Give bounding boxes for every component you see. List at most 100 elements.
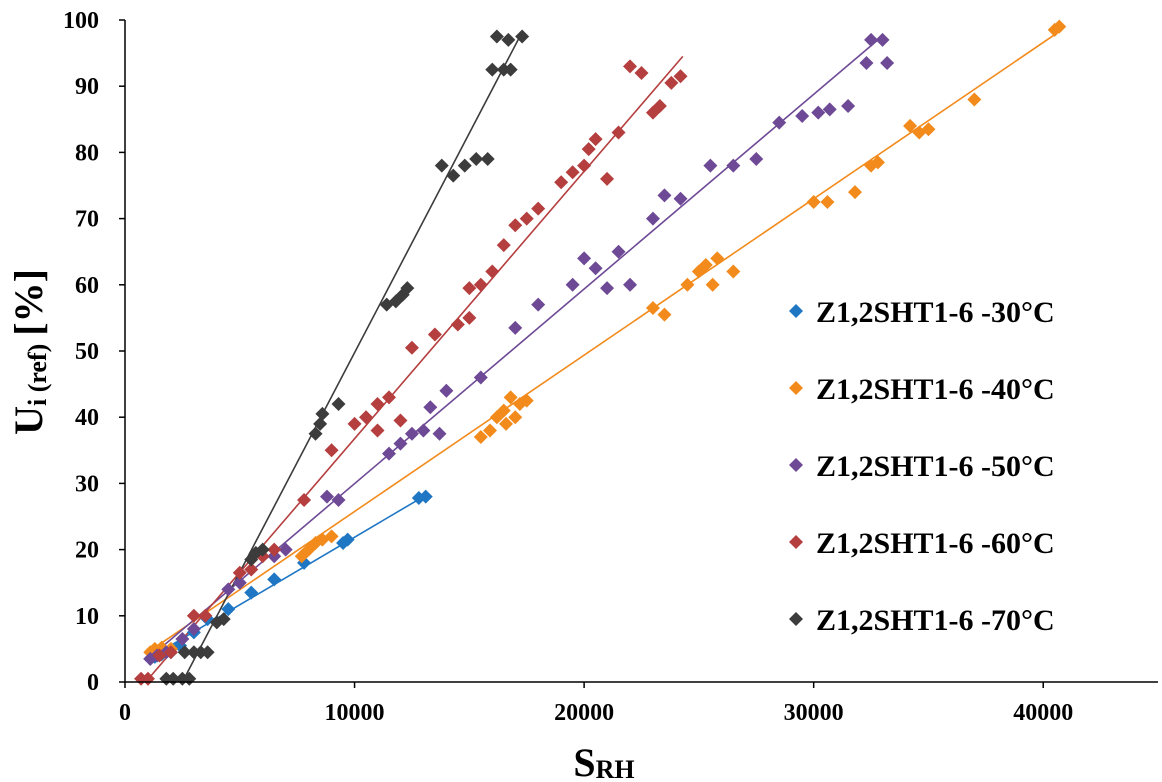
data-point-series-3: [811, 105, 826, 120]
legend-label: Z1,2SHT1-6 -60°C: [816, 527, 1055, 560]
data-point-series-4: [623, 59, 638, 74]
data-point-series-4: [588, 132, 603, 147]
data-points: [134, 19, 1067, 686]
data-point-series-4: [244, 562, 259, 577]
data-point-series-4: [186, 608, 201, 623]
ticks: 0 10 20 30 40 50 60 70 80 90 100 0 10000 20000 30000 40…: [63, 8, 1073, 726]
data-point-series-2: [508, 410, 523, 425]
y-axis-title: Ui (ref)[%]: [6, 269, 52, 435]
data-point-series-3: [232, 575, 247, 590]
data-point-series-2: [820, 195, 835, 210]
y-tick-label: 30: [75, 471, 99, 497]
legend-marker-series-3: [789, 458, 803, 472]
data-point-series-2: [657, 307, 672, 322]
data-point-series-3: [749, 152, 764, 167]
data-point-series-4: [370, 396, 385, 411]
data-point-series-4: [554, 175, 569, 190]
data-point-series-4: [450, 317, 465, 332]
data-point-series-3: [331, 492, 346, 507]
data-point-series-3: [864, 32, 879, 47]
legend-marker-series-1: [789, 304, 803, 318]
x-tick-label: 30000: [784, 700, 844, 726]
data-point-series-5: [248, 545, 263, 560]
data-point-series-4: [611, 125, 626, 140]
y-tick-label: 90: [75, 74, 99, 100]
data-point-series-2: [1052, 19, 1067, 34]
legend-label: Z1,2SHT1-6 -50°C: [816, 450, 1055, 483]
y-tick-label: 40: [75, 405, 99, 431]
data-point-series-3: [795, 108, 810, 123]
data-point-series-2: [503, 390, 518, 405]
data-point-series-5: [469, 152, 484, 167]
data-point-series-4: [152, 648, 167, 663]
trend-line-series-4: [145, 55, 684, 683]
data-point-series-2: [705, 277, 720, 292]
data-point-series-4: [508, 218, 523, 233]
data-point-series-3: [175, 631, 190, 646]
data-point-series-4: [267, 542, 282, 557]
data-point-series-4: [652, 99, 667, 114]
y-tick-label: 60: [75, 273, 99, 299]
data-point-series-5: [434, 158, 449, 173]
legend-label: Z1,2SHT1-6 -70°C: [816, 604, 1055, 637]
data-point-series-4: [531, 201, 546, 216]
data-point-series-4: [198, 608, 213, 623]
data-point-series-3: [186, 622, 201, 637]
data-point-series-5: [501, 32, 516, 47]
data-point-series-4: [427, 327, 442, 342]
data-point-series-5: [177, 645, 192, 660]
data-point-series-4: [359, 410, 374, 425]
data-point-series-3: [473, 370, 488, 385]
data-point-series-2: [921, 122, 936, 137]
data-point-series-4: [673, 69, 688, 84]
data-point-series-4: [393, 413, 408, 428]
x-tick-label: 40000: [1013, 700, 1073, 726]
data-point-series-2: [519, 393, 534, 408]
data-point-series-4: [347, 416, 362, 431]
data-point-series-4: [163, 645, 178, 660]
data-point-series-1: [418, 489, 433, 504]
data-point-series-2: [496, 403, 511, 418]
y-tick-label: 100: [63, 8, 99, 34]
legend-label: Z1,2SHT1-6 -30°C: [816, 296, 1055, 329]
data-point-series-4: [664, 75, 679, 90]
data-point-series-3: [859, 56, 874, 71]
data-point-series-5: [485, 62, 500, 77]
data-point-series-4: [565, 165, 580, 180]
legend: Z1,2SHT1-6 -30°C Z1,2SHT1-6 -40°C Z1,2SHT1…: [789, 296, 1055, 637]
data-point-series-4: [600, 171, 615, 186]
data-point-series-3: [320, 489, 335, 504]
data-point-series-2: [482, 423, 497, 438]
data-point-series-1: [221, 602, 236, 617]
data-point-series-3: [423, 400, 438, 415]
data-point-series-2: [680, 277, 695, 292]
data-point-series-3: [703, 158, 718, 173]
data-point-series-3: [381, 446, 396, 461]
data-point-series-5: [331, 396, 346, 411]
data-point-series-2: [912, 125, 927, 140]
x-tick-label: 10000: [325, 700, 385, 726]
data-point-series-4: [381, 390, 396, 405]
data-point-series-3: [531, 297, 546, 312]
data-point-series-1: [244, 585, 259, 600]
data-point-series-5: [216, 612, 231, 627]
data-point-series-5: [515, 29, 530, 44]
data-point-series-5: [489, 29, 504, 44]
data-point-series-3: [841, 99, 856, 114]
data-point-series-4: [370, 423, 385, 438]
data-point-series-3: [822, 102, 837, 117]
data-point-series-2: [499, 416, 514, 431]
x-tick-label: 20000: [554, 700, 614, 726]
data-point-series-2: [645, 300, 660, 315]
data-point-series-3: [726, 158, 741, 173]
data-point-series-4: [324, 443, 339, 458]
data-point-series-4: [519, 211, 534, 226]
x-tick-label: 0: [119, 700, 131, 726]
data-point-series-3: [577, 251, 592, 266]
data-point-series-2: [710, 251, 725, 266]
data-point-series-2: [847, 185, 862, 200]
data-point-series-5: [255, 542, 270, 557]
data-point-series-3: [880, 56, 895, 71]
data-point-series-2: [967, 92, 982, 107]
